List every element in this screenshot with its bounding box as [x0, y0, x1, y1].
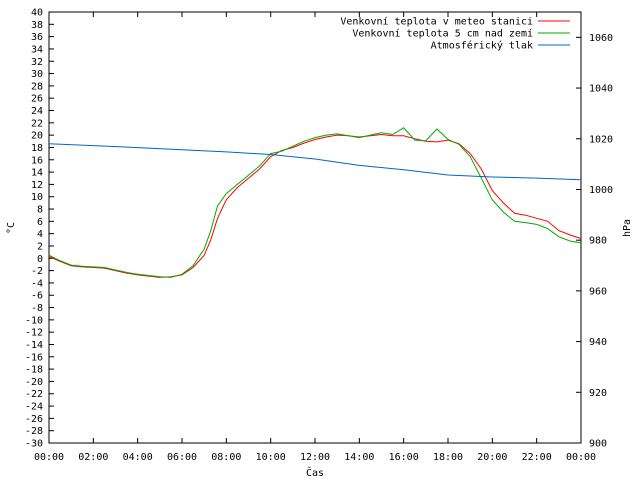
y2-tick-label: 900	[589, 439, 607, 450]
y-tick-label: -10	[25, 315, 43, 326]
x-tick-label: 00:00	[34, 452, 64, 463]
y-tick-label: -28	[25, 426, 43, 437]
x-tick-label: 06:00	[167, 452, 197, 463]
y-tick-label: 36	[31, 32, 43, 43]
x-tick-label: 02:00	[78, 452, 108, 463]
y-tick-label: -26	[25, 414, 43, 425]
y-tick-label: 34	[31, 44, 43, 55]
y-tick-label: -6	[31, 291, 43, 302]
x-tick-label: 16:00	[389, 452, 419, 463]
series-line-3	[48, 143, 582, 181]
x-axis: 00:00 02:00 04:00 06:00 08:00 10:00 12:00 14:00…	[34, 12, 596, 463]
x-tick-label: 08:00	[211, 452, 241, 463]
y-tick-label: 40	[31, 8, 43, 19]
y-axis-label: °C	[6, 222, 17, 234]
y-axis-left: 4038363432302826242220181614121086420-2-…	[25, 8, 54, 450]
y-tick-label: -2	[31, 266, 43, 277]
y-tick-label: -22	[25, 389, 43, 400]
series-lines	[48, 127, 582, 278]
y-tick-label: -12	[25, 328, 43, 339]
y2-tick-label: 920	[589, 388, 607, 399]
x-tick-label: 04:00	[123, 452, 153, 463]
x-axis-label: Čas	[306, 466, 324, 479]
y-tick-label: -16	[25, 352, 43, 363]
y-tick-label: 10	[31, 192, 43, 203]
series-line-2	[48, 127, 582, 278]
y-tick-label: 8	[37, 205, 43, 216]
y-tick-label: -18	[25, 365, 43, 376]
y2-axis-label: hPa	[622, 219, 633, 237]
legend-label-3: Atmosférický tlak	[431, 40, 533, 52]
y-tick-label: 38	[31, 20, 43, 31]
x-tick-label: 20:00	[477, 452, 507, 463]
y-tick-label: 14	[31, 168, 43, 179]
x-tick-label: 10:00	[256, 452, 286, 463]
y-tick-label: 20	[31, 131, 43, 142]
y2-tick-label: 1000	[589, 185, 613, 196]
y2-tick-label: 940	[589, 337, 607, 348]
y2-tick-label: 960	[589, 286, 607, 297]
x-tick-label: 12:00	[300, 452, 330, 463]
y-tick-label: -8	[31, 303, 43, 314]
y-tick-label: 28	[31, 81, 43, 92]
y-tick-label: -14	[25, 340, 43, 351]
y-tick-label: 12	[31, 180, 43, 191]
y-tick-label: -30	[25, 439, 43, 450]
y-tick-label: -24	[25, 402, 43, 413]
y-tick-label: 30	[31, 69, 43, 80]
y-tick-label: 32	[31, 57, 43, 68]
plot-frame	[48, 11, 582, 444]
legend-label-1: Venkovní teplota v meteo stanici	[340, 16, 533, 28]
y-tick-label: 22	[31, 118, 43, 129]
legend-label-2: Venkovní teplota 5 cm nad zemí	[352, 28, 533, 40]
series-line-1	[48, 133, 582, 278]
y-tick-label: 2	[37, 241, 43, 252]
y2-tick-label: 1060	[589, 33, 613, 44]
y-tick-label: 4	[37, 229, 43, 240]
x-tick-label: 00:00	[566, 452, 596, 463]
y-tick-label: 26	[31, 94, 43, 105]
y-tick-label: 24	[31, 106, 43, 117]
x-tick-label: 18:00	[433, 452, 463, 463]
y2-tick-label: 1040	[589, 84, 613, 95]
x-tick-label: 22:00	[522, 452, 552, 463]
y-tick-label: 0	[37, 254, 43, 265]
y2-tick-label: 1020	[589, 134, 613, 145]
x-tick-label: 14:00	[344, 452, 374, 463]
y-tick-label: 6	[37, 217, 43, 228]
y-axis-right: 1060 1040 1020 1000 980 960 940 920 900	[576, 33, 613, 450]
y2-tick-label: 980	[589, 236, 607, 247]
legend: Venkovní teplota v meteo staniciVenkovní…	[340, 16, 570, 52]
y-tick-label: -20	[25, 377, 43, 388]
y-tick-label: 18	[31, 143, 43, 154]
y-tick-label: 16	[31, 155, 43, 166]
y-tick-label: -4	[31, 278, 43, 289]
